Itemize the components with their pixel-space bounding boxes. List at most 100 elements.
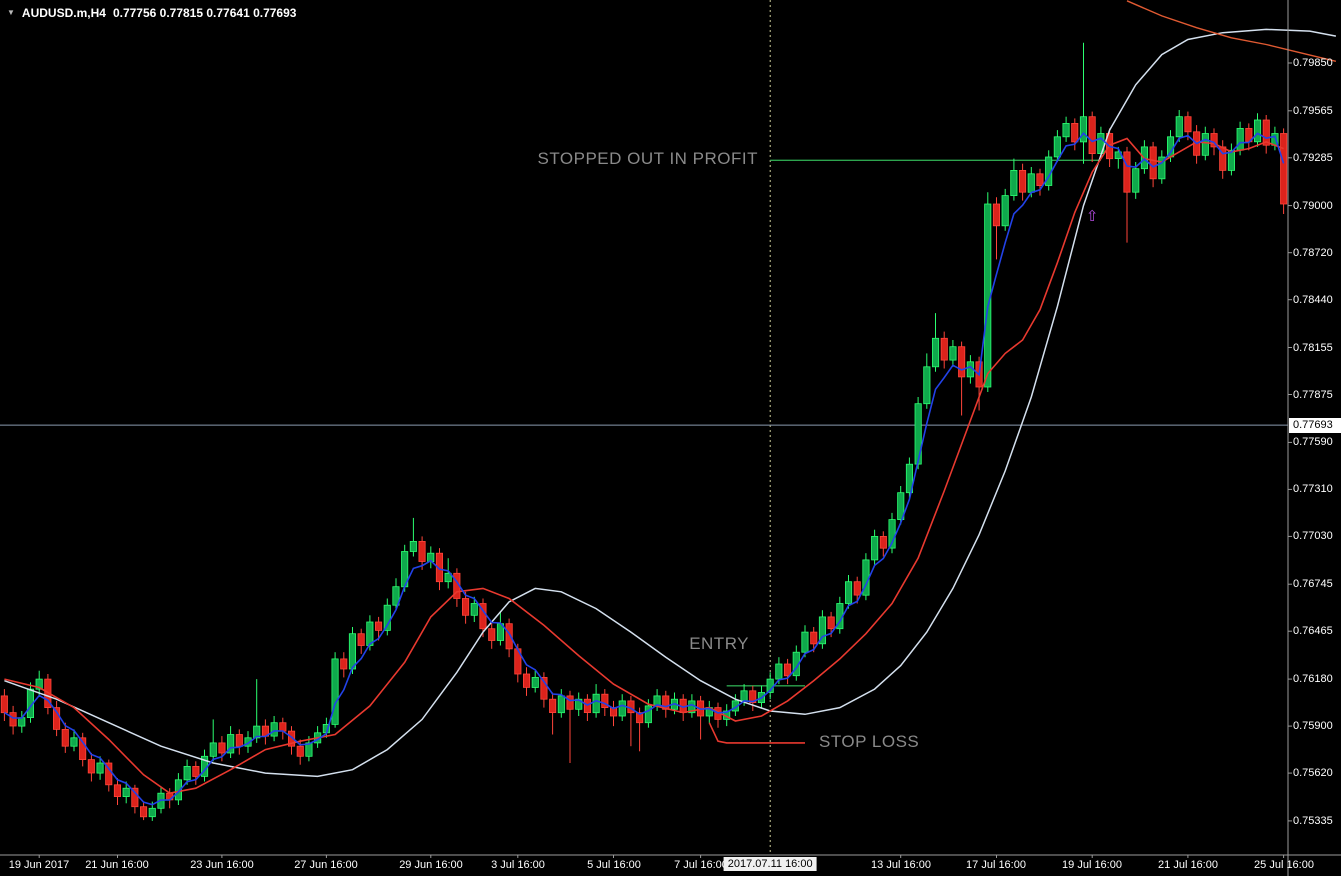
- take-profit-annotation[interactable]: STOPPED OUT IN PROFIT: [537, 149, 758, 168]
- candle-body: [113, 784, 122, 797]
- candle-body: [871, 536, 879, 561]
- candle-body: [1071, 123, 1079, 143]
- stop-loss-line[interactable]: [708, 722, 805, 744]
- price-axis-label: 0.78720: [1293, 247, 1333, 259]
- candle-body: [1210, 133, 1218, 148]
- price-axis[interactable]: 0.79850 0.79565 0.79285 0.79000 0.78720 0.784…: [1289, 0, 1341, 855]
- candle-body: [1010, 169, 1018, 196]
- candle-body: [905, 463, 913, 494]
- ma-mid-red: [4, 137, 1284, 795]
- candle-body: [61, 729, 69, 747]
- time-axis-label: 23 Jun 16:00: [190, 859, 254, 871]
- candle-body: [1036, 173, 1044, 187]
- candle-body: [1149, 146, 1157, 180]
- symbol-timeframe-label: AUDUSD.m,H4: [21, 6, 106, 20]
- time-axis-label: 19 Jul 16:00: [1062, 859, 1122, 871]
- candle-body: [131, 787, 139, 808]
- candle-body: [235, 734, 243, 747]
- candle-body: [1254, 119, 1262, 143]
- candle-body: [523, 673, 531, 688]
- candle-body: [1280, 133, 1288, 205]
- time-axis[interactable]: 19 Jun 2017 21 Jun 16:00 23 Jun 16:00 27 Ju…: [0, 855, 1341, 876]
- bid-price-box: 0.77693: [1289, 418, 1341, 433]
- candle-body: [35, 678, 43, 690]
- time-axis-label: 21 Jun 16:00: [85, 859, 149, 871]
- price-axis-label: 0.76180: [1293, 673, 1333, 685]
- candle-body: [357, 633, 365, 646]
- candle-body: [775, 663, 783, 680]
- time-axis-label: 19 Jun 2017: [8, 859, 70, 871]
- candle-body: [139, 806, 148, 818]
- candle-body: [392, 586, 400, 606]
- candle-body: [218, 742, 226, 754]
- price-axis-label: 0.78440: [1293, 294, 1333, 306]
- candle-body: [853, 581, 861, 596]
- candle-body: [531, 677, 539, 688]
- candle-body: [749, 690, 757, 703]
- candle-body: [409, 541, 417, 552]
- candle-body: [305, 742, 313, 757]
- candle-body: [1019, 169, 1027, 193]
- time-axis-label: 27 Jun 16:00: [294, 859, 358, 871]
- time-axis-label: 17 Jul 16:00: [966, 859, 1026, 871]
- candle-body: [374, 621, 383, 631]
- time-axis-label: 13 Jul 16:00: [871, 859, 931, 871]
- candle-body: [810, 631, 818, 645]
- candle-body: [958, 346, 966, 378]
- candle-body: [122, 787, 130, 798]
- candle-body: [444, 572, 452, 583]
- time-axis-label: 3 Jul 16:00: [491, 859, 545, 871]
- entry-annotation[interactable]: ENTRY: [689, 634, 749, 653]
- symbol-dropdown-icon[interactable]: ▼: [7, 8, 15, 17]
- candle-body: [610, 707, 618, 717]
- stop-loss-annotation[interactable]: STOP LOSS: [819, 732, 920, 751]
- candle-body: [79, 737, 87, 760]
- time-axis-label: 5 Jul 16:00: [587, 859, 641, 871]
- candle-body: [461, 598, 470, 616]
- candle-body: [435, 552, 443, 583]
- candle-body: [192, 766, 200, 777]
- candle-body: [914, 403, 922, 465]
- candle-body: [253, 725, 261, 739]
- candle-body: [488, 628, 496, 641]
- candle-body: [940, 337, 948, 361]
- time-axis-label: 7 Jul 16:00: [674, 859, 728, 871]
- candle-body: [348, 633, 356, 670]
- candle-body: [1079, 116, 1088, 143]
- candle-body: [557, 695, 565, 714]
- ma-slow-white: [4, 28, 1337, 778]
- candle-body: [1132, 168, 1140, 193]
- time-axis-label: 25 Jul 16:00: [1254, 859, 1314, 871]
- candle-body: [949, 346, 957, 361]
- candle-body: [9, 712, 17, 727]
- candle-body: [540, 677, 548, 700]
- candle-body: [662, 695, 670, 710]
- candle-body: [296, 745, 304, 757]
- candle-body: [244, 737, 252, 747]
- candle-body: [636, 712, 644, 724]
- candle-body: [932, 337, 940, 368]
- candle-body: [331, 658, 339, 725]
- price-axis-label: 0.76745: [1293, 578, 1333, 590]
- price-axis-label: 0.78155: [1293, 342, 1333, 354]
- candle-body: [470, 603, 478, 616]
- candle-body: [1236, 127, 1244, 151]
- candle-body: [644, 705, 652, 724]
- candle-body: [209, 742, 217, 757]
- candle-body: [1262, 119, 1270, 146]
- price-axis-label: 0.75620: [1293, 767, 1333, 779]
- candle-body: [618, 700, 626, 717]
- chart-title-overlay: ▼ AUDUSD.m,H4 0.77756 0.77815 0.77641 0.…: [7, 6, 296, 20]
- candle-body: [287, 730, 296, 747]
- candle-body: [70, 737, 78, 747]
- candle-body: [1227, 149, 1236, 171]
- candle-body: [1001, 195, 1009, 227]
- candle-body: [1123, 151, 1131, 193]
- candle-body: [505, 623, 513, 650]
- buy-arrow-icon[interactable]: ⇧: [1086, 207, 1099, 225]
- candle-body: [227, 734, 235, 754]
- time-axis-label: 29 Jun 16:00: [399, 859, 463, 871]
- price-axis-label: 0.76465: [1293, 625, 1333, 637]
- price-axis-label: 0.79850: [1293, 57, 1333, 69]
